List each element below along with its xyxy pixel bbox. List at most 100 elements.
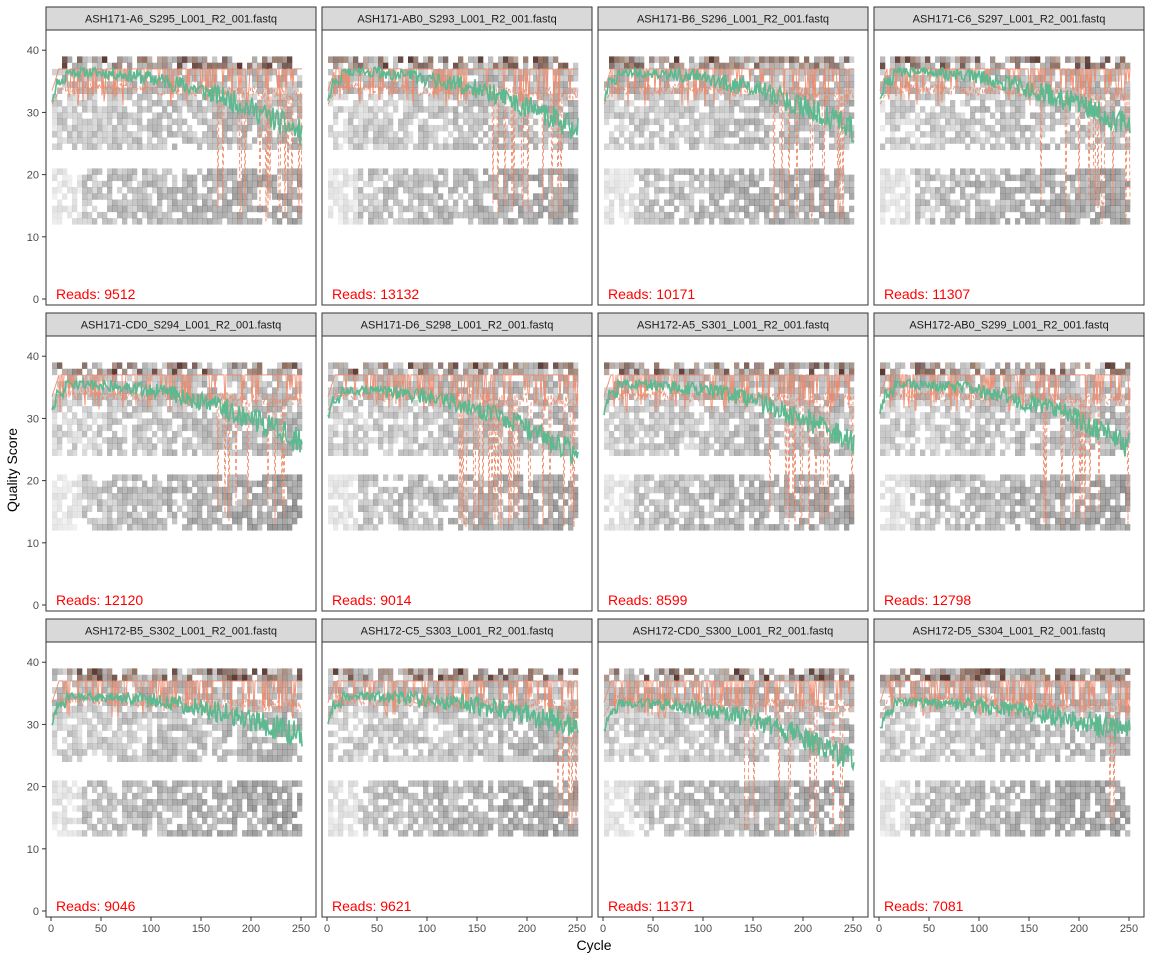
- heatmap-tile: [614, 124, 620, 132]
- heatmap-tile: [212, 187, 218, 194]
- heatmap-tile: [373, 511, 379, 519]
- heatmap-tile: [127, 493, 133, 500]
- heatmap-tile: [1045, 75, 1051, 82]
- heatmap-tile: [162, 486, 168, 494]
- heatmap-tile: [413, 480, 419, 488]
- heatmap-tile: [333, 187, 339, 194]
- heatmap-tile: [388, 437, 394, 444]
- heatmap-tile: [468, 174, 474, 182]
- heatmap-tile: [222, 211, 228, 219]
- heatmap-tile: [1110, 106, 1116, 113]
- heatmap-tile: [102, 480, 108, 488]
- heatmap-tile: [659, 124, 665, 132]
- heatmap-tile: [192, 480, 198, 488]
- heatmap-tile: [1080, 199, 1086, 206]
- heatmap-tile: [619, 106, 625, 113]
- heatmap-tile: [915, 218, 921, 225]
- heatmap-tile: [734, 93, 740, 101]
- heatmap-tile: [202, 437, 208, 444]
- heatmap-tile: [423, 218, 429, 225]
- heatmap-tile: [147, 106, 153, 113]
- heatmap-tile: [804, 187, 810, 194]
- heatmap-tile: [528, 112, 534, 119]
- heatmap-tile: [905, 143, 911, 150]
- heatmap-tile: [895, 211, 901, 219]
- heatmap-tile: [895, 137, 901, 144]
- heatmap-tile: [619, 87, 625, 94]
- heatmap-tile: [127, 399, 133, 407]
- heatmap-tile: [262, 412, 268, 419]
- heatmap-tile: [67, 418, 73, 425]
- heatmap-tile: [438, 218, 444, 225]
- heatmap-tile: [152, 374, 158, 382]
- heatmap-tile: [448, 424, 454, 432]
- heatmap-tile: [985, 180, 991, 188]
- heatmap-tile: [97, 368, 103, 376]
- heatmap-tile: [373, 374, 379, 382]
- heatmap-tile: [348, 124, 354, 132]
- heatmap-tile: [784, 193, 790, 200]
- heatmap-tile: [202, 75, 208, 82]
- heatmap-tile: [368, 505, 374, 512]
- heatmap-tile: [202, 174, 208, 182]
- heatmap-tile: [1090, 174, 1096, 182]
- heatmap-tile: [1120, 131, 1126, 138]
- heatmap-tile: [227, 199, 233, 206]
- heatmap-tile: [468, 118, 474, 126]
- heatmap-tile: [724, 187, 730, 194]
- heatmap-tile: [343, 81, 349, 88]
- heatmap-tile: [418, 412, 424, 419]
- heatmap-tile: [408, 443, 414, 450]
- heatmap-tile: [649, 68, 655, 76]
- heatmap-tile: [604, 180, 610, 188]
- heatmap-tile: [127, 62, 133, 70]
- heatmap-tile: [262, 100, 268, 107]
- heatmap-tile: [172, 486, 178, 494]
- heatmap-tile: [257, 387, 263, 394]
- heatmap-tile: [373, 75, 379, 82]
- heatmap-tile: [759, 174, 765, 182]
- heatmap-tile: [368, 499, 374, 506]
- heatmap-tile: [162, 424, 168, 432]
- heatmap-tile: [744, 131, 750, 138]
- heatmap-tile: [433, 211, 439, 219]
- heatmap-tile: [277, 362, 283, 369]
- heatmap-tile: [403, 187, 409, 194]
- heatmap-tile: [333, 118, 339, 126]
- heatmap-tile: [348, 374, 354, 382]
- heatmap-tile: [649, 199, 655, 206]
- heatmap-tile: [804, 56, 810, 63]
- heatmap-tile: [237, 381, 243, 388]
- heatmap-tile: [925, 168, 931, 175]
- heatmap-tile: [1060, 118, 1066, 126]
- heatmap-tile: [287, 362, 293, 369]
- heatmap-tile: [72, 399, 78, 407]
- heatmap-tile: [1030, 137, 1036, 144]
- heatmap-tile: [1125, 199, 1131, 206]
- heatmap-tile: [508, 168, 514, 175]
- heatmap-tile: [297, 480, 303, 488]
- heatmap-tile: [152, 443, 158, 450]
- heatmap-tile: [383, 168, 389, 175]
- heatmap-tile: [413, 187, 419, 194]
- heatmap-tile: [197, 211, 203, 219]
- heatmap-tile: [403, 524, 409, 531]
- heatmap-tile: [498, 118, 504, 126]
- heatmap-tile: [132, 524, 138, 531]
- heatmap-tile: [373, 174, 379, 182]
- heatmap-tile: [443, 368, 449, 376]
- heatmap-tile: [242, 437, 248, 444]
- heatmap-tile: [358, 168, 364, 175]
- heatmap-tile: [809, 75, 815, 82]
- heatmap-tile: [67, 137, 73, 144]
- heatmap-tile: [272, 187, 278, 194]
- heatmap-tile: [443, 168, 449, 175]
- y-axis-tick-label: 20: [27, 476, 39, 488]
- heatmap-tile: [152, 499, 158, 506]
- heatmap-tile: [915, 168, 921, 175]
- heatmap-tile: [764, 56, 770, 63]
- heatmap-tile: [182, 174, 188, 182]
- heatmap-tile: [428, 499, 434, 506]
- heatmap-tile: [809, 180, 815, 188]
- heatmap-tile: [1010, 205, 1016, 213]
